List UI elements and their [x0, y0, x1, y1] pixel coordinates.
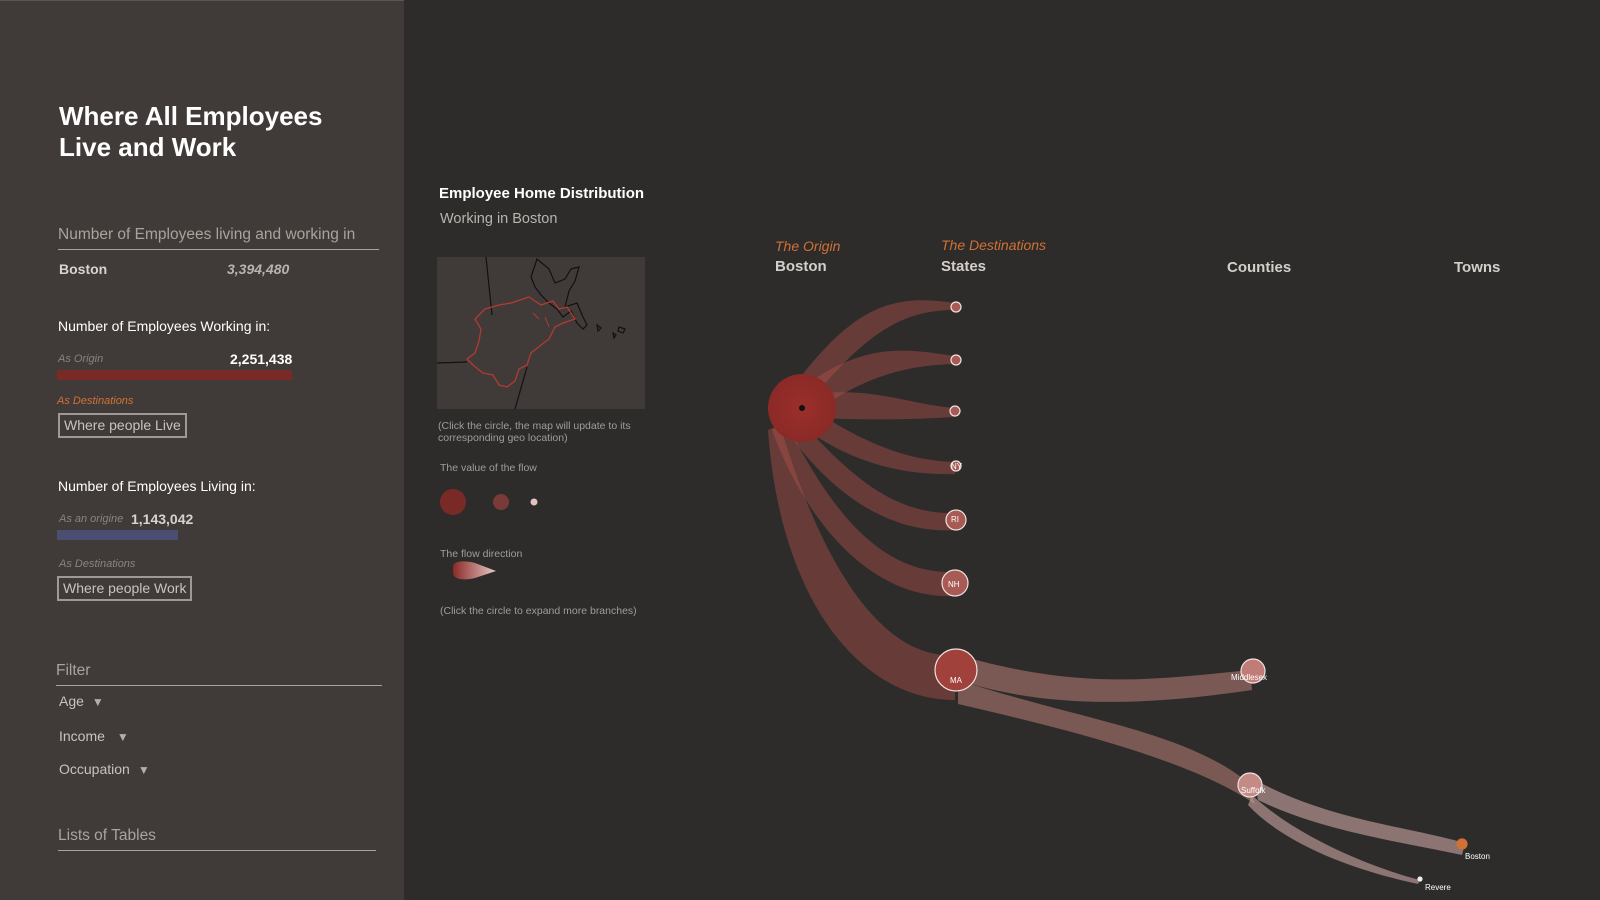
living-origin-label: As an origine: [59, 513, 124, 525]
where-people-work-button[interactable]: Where people Work: [57, 576, 193, 601]
county-node-middlesex[interactable]: [1240, 658, 1266, 684]
county-label-middlesex: Middlesex: [1231, 673, 1267, 682]
chevron-down-icon: ▼: [116, 730, 129, 744]
living-working-value: 3,394,480: [227, 261, 290, 277]
state-label-ri: RI: [951, 515, 959, 524]
page-title: Where All Employees Live and Work: [59, 101, 322, 163]
filter-income-dropdown[interactable]: Income ▼: [59, 728, 129, 744]
states-column-header: States: [941, 258, 987, 275]
origin-italic-label: The Origin: [775, 238, 841, 254]
state-label-ny: NY: [951, 462, 963, 471]
filter-age-dropdown[interactable]: Age ▼: [59, 693, 104, 709]
chart-title: Employee Home Distribution: [439, 185, 645, 202]
state-node-ri[interactable]: [945, 509, 967, 531]
filter-age-label: Age: [59, 693, 84, 709]
town-node-revere[interactable]: [1417, 876, 1423, 882]
county-node-suffolk[interactable]: [1237, 772, 1263, 798]
working-origin-label: As Origin: [58, 353, 104, 365]
expand-note: (Click the circle to expand more branche…: [440, 605, 637, 617]
page-title-line-1: Where All Employees: [59, 101, 323, 131]
state-label-nh: NH: [948, 580, 960, 589]
map-note: (Click the circle, the map will update t…: [438, 420, 631, 444]
state-node-nh[interactable]: [941, 569, 969, 597]
state-node-ny[interactable]: [950, 460, 962, 472]
town-node-boston[interactable]: [1456, 838, 1468, 850]
filter-income-label: Income: [59, 728, 105, 744]
geo-map[interactable]: [436, 256, 645, 410]
flow-link-town-boston: [1255, 780, 1465, 855]
where-people-live-button[interactable]: Where people Live: [58, 413, 187, 438]
flow-link-county-suffolk: [958, 680, 1255, 804]
working-origin-bar: [57, 370, 292, 380]
state-node-2[interactable]: [950, 354, 962, 366]
flow-link-county-middlesex: [958, 655, 1252, 702]
origin-node-center-dot: [799, 405, 805, 411]
living-working-place: Boston: [59, 261, 108, 277]
working-origin-value: 2,251,438: [230, 351, 293, 367]
counties-column-header: Counties: [1227, 259, 1292, 276]
chevron-down-icon: ▼: [91, 695, 104, 709]
flow-link-state-2: [805, 350, 955, 405]
legend-direction-label: The flow direction: [440, 548, 523, 560]
working-in-heading: Number of Employees Working in:: [58, 318, 271, 334]
filter-heading: Filter: [56, 662, 382, 686]
state-label-ma: MA: [950, 676, 963, 685]
town-label-revere: Revere: [1425, 883, 1451, 892]
living-origin-bar: [57, 530, 178, 540]
filter-occupation-label: Occupation: [59, 761, 130, 777]
living-in-heading: Number of Employees Living in:: [58, 478, 256, 494]
living-origin-value: 1,143,042: [131, 511, 194, 527]
sidebar: Where All Employees Live and Work Number…: [0, 0, 404, 900]
chart-subtitle: Working in Boston: [440, 211, 558, 227]
towns-column-header: Towns: [1454, 259, 1501, 276]
living-destinations-label: As Destinations: [59, 558, 136, 570]
filter-occupation-dropdown[interactable]: Occupation ▼: [59, 761, 150, 777]
lists-of-tables-heading[interactable]: Lists of Tables: [58, 827, 376, 851]
state-node-1[interactable]: [950, 301, 962, 313]
state-node-ma[interactable]: [934, 648, 978, 692]
origin-column-header: Boston: [775, 258, 827, 275]
state-node-3[interactable]: [949, 405, 961, 417]
county-label-suffolk: Suffolk: [1241, 786, 1266, 795]
page-title-line-2: Live and Work: [59, 132, 237, 162]
living-working-heading: Number of Employees living and working i…: [58, 226, 379, 250]
flow-link-state-3: [810, 392, 955, 420]
map-outline: [436, 256, 626, 410]
destinations-italic-label: The Destinations: [941, 237, 1047, 253]
working-destinations-label: As Destinations: [57, 395, 134, 407]
chevron-down-icon: ▼: [137, 763, 150, 777]
town-label-boston: Boston: [1465, 852, 1490, 861]
legend-value-label: The value of the flow: [440, 462, 537, 474]
